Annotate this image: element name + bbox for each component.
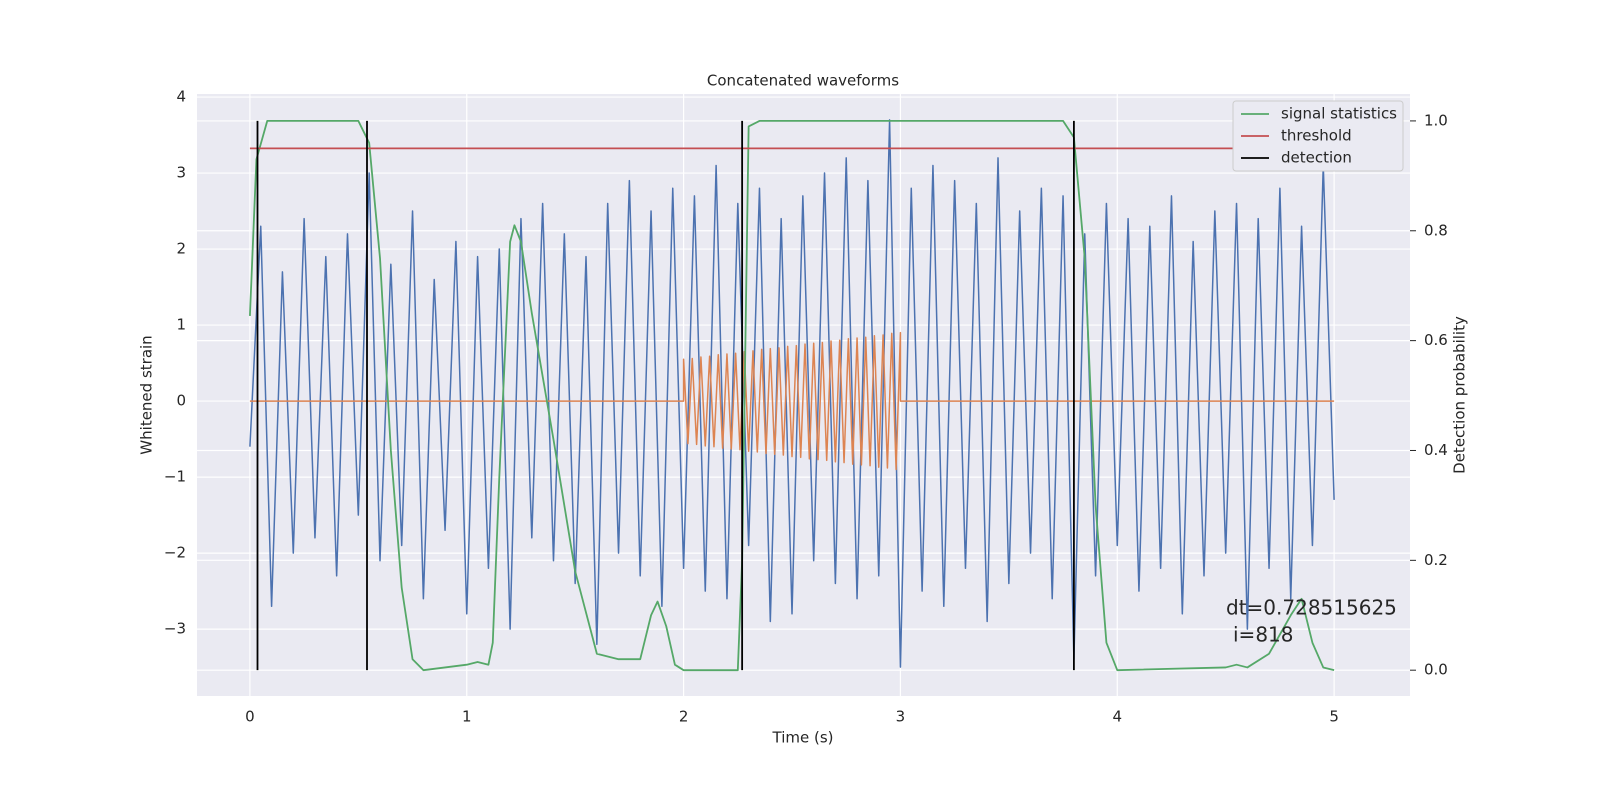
x-tick-label: 0 bbox=[245, 708, 255, 726]
legend-box bbox=[1232, 100, 1404, 172]
chart-title: Concatenated waveforms bbox=[707, 72, 899, 90]
ticks: 0 1 2 3 4 5 −3 −2 −1 0 1 2 3 4 0.0 0.2 0.4 0.6 0.8 1.0 bbox=[164, 88, 1448, 726]
legend-label: threshold bbox=[1281, 127, 1352, 145]
y-tick-label: 2 bbox=[176, 240, 186, 258]
x-tick-label: 1 bbox=[462, 708, 472, 726]
y-tick-label: 1 bbox=[176, 316, 186, 334]
legend-label: signal statistics bbox=[1281, 105, 1397, 123]
series-line bbox=[256, 120, 1075, 671]
y-axis-label: Whitened strain bbox=[138, 335, 156, 454]
y2-tick-label: 0.4 bbox=[1424, 441, 1448, 459]
annotation: dt=0.728515625 bbox=[1226, 596, 1397, 620]
x-tick-label: 3 bbox=[896, 708, 906, 726]
legend: signal statistics threshold detection bbox=[1232, 100, 1404, 172]
y2-tick-label: 0.2 bbox=[1424, 551, 1448, 569]
y-tick-label: −1 bbox=[164, 468, 186, 486]
y-tick-label: 4 bbox=[176, 88, 186, 106]
y2-tick-label: 0.0 bbox=[1424, 661, 1448, 679]
y2-tick-label: 1.0 bbox=[1424, 111, 1448, 129]
y-tick-label: 3 bbox=[176, 164, 186, 182]
plot-lines bbox=[249, 119, 1335, 672]
x-tick-label: 4 bbox=[1112, 708, 1122, 726]
series-line bbox=[249, 119, 1335, 668]
series-line bbox=[249, 331, 1335, 471]
annotation: i=818 bbox=[1233, 623, 1294, 647]
x-axis-label: Time (s) bbox=[772, 729, 834, 747]
legend-label: detection bbox=[1281, 149, 1352, 167]
y2-axis-label: Detection probability bbox=[1451, 316, 1469, 474]
x-tick-label: 5 bbox=[1329, 708, 1339, 726]
y-tick-label: −3 bbox=[164, 620, 186, 638]
y2-tick-label: 0.6 bbox=[1424, 331, 1448, 349]
y-tick-label: −2 bbox=[164, 544, 186, 562]
series-line bbox=[249, 120, 1335, 672]
x-tick-label: 2 bbox=[679, 708, 689, 726]
y-tick-label: 0 bbox=[176, 392, 186, 410]
y2-tick-label: 0.8 bbox=[1424, 221, 1448, 239]
